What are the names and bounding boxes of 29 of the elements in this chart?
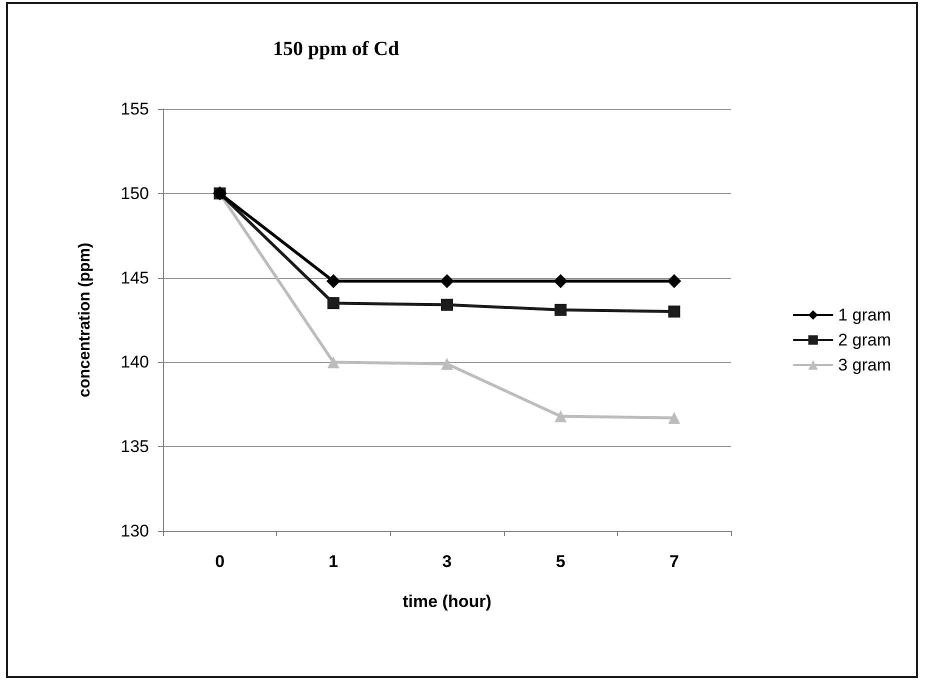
x-tick-label: 0: [215, 552, 225, 571]
point: [554, 410, 567, 422]
x-tick-label: 1: [328, 552, 338, 571]
legend-label: 2 gram: [838, 330, 892, 350]
point: [667, 274, 682, 288]
x-tick-label: 5: [556, 552, 566, 571]
point: [327, 356, 340, 368]
x-tick-label: 3: [442, 552, 452, 571]
legend-label: 3 gram: [838, 356, 892, 374]
point: [668, 412, 680, 424]
y-tick-label: 130: [120, 522, 149, 540]
x-axis-title: time (hour): [402, 592, 492, 611]
point: [326, 274, 340, 288]
y-tick-label: 135: [120, 437, 149, 456]
point: [441, 358, 453, 370]
legend-label: 1 gram: [838, 306, 892, 324]
y-tick-label: 150: [120, 184, 149, 203]
point: [554, 274, 568, 288]
chart-title: 150 ppm of Cd: [273, 38, 400, 60]
y-axis-title: concentration (ppm): [76, 242, 94, 398]
y-tick-label: 140: [120, 352, 149, 372]
x-tick-label: 7: [669, 552, 679, 571]
y-tick-label: 155: [120, 100, 149, 118]
point: [554, 304, 567, 316]
point: [441, 298, 453, 311]
y-tick-label: 145: [120, 268, 149, 288]
point: [668, 306, 680, 318]
point: [327, 297, 340, 310]
point: [440, 274, 454, 288]
